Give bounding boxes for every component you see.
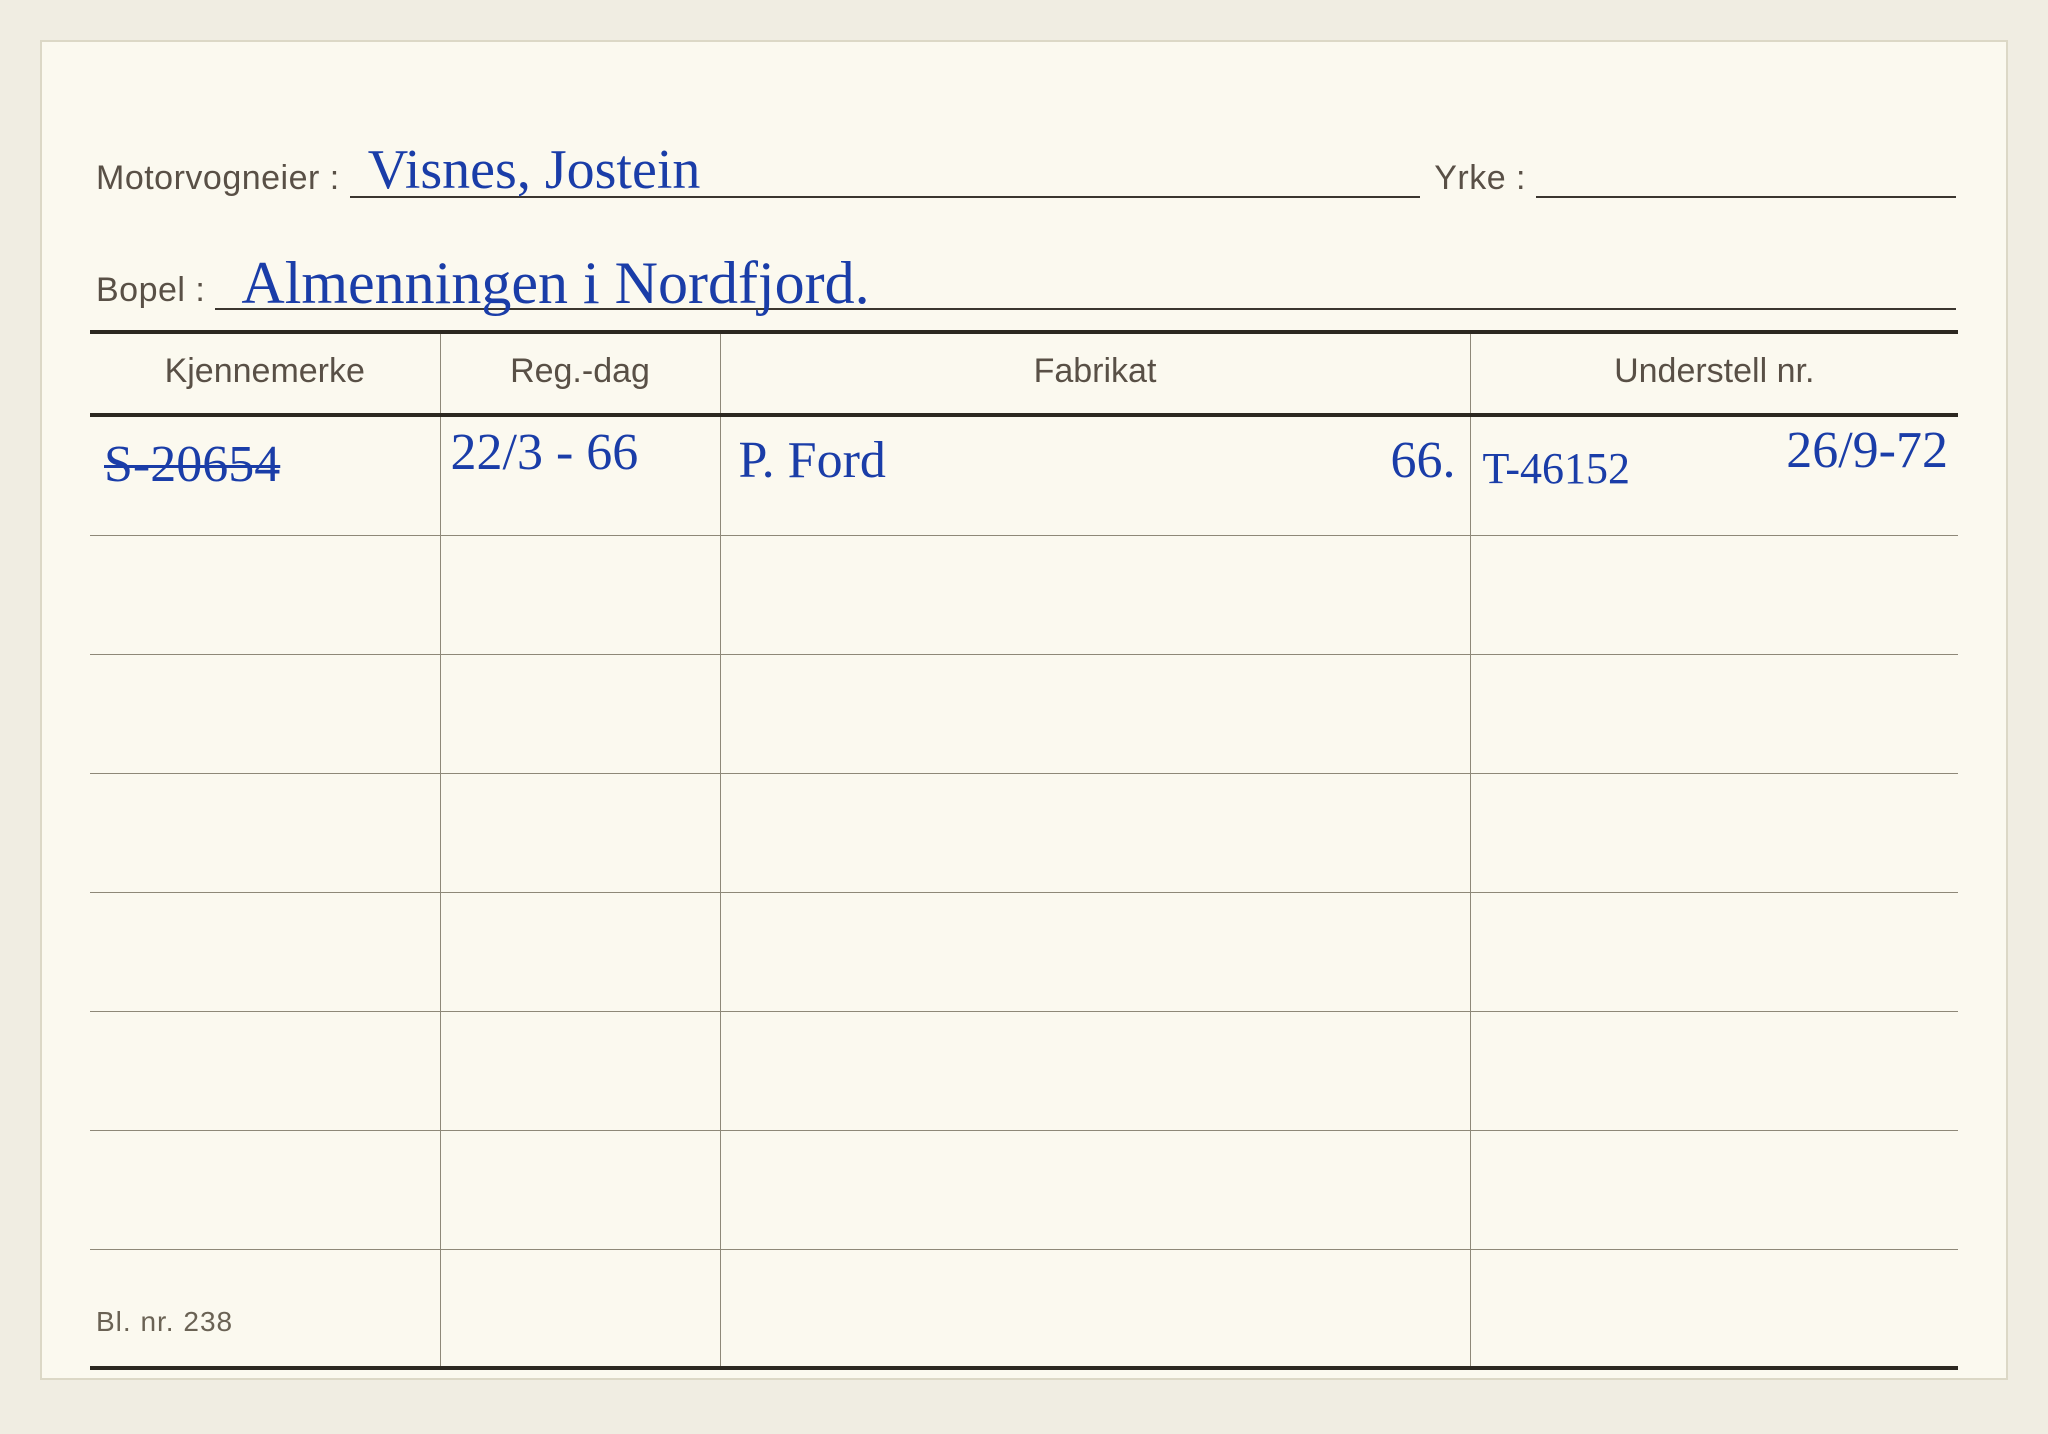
fabrikat-value: P. Ford [739,431,886,490]
residence-value: Almenningen i Nordfjord. [241,249,869,318]
table-cell [1470,1012,1958,1131]
table-row [90,1250,1958,1369]
table-cell: 22/3 - 66 [440,415,720,536]
table-cell [90,655,440,774]
col-fabrikat: Fabrikat [720,332,1470,415]
table-cell: P. Ford 66. [720,415,1470,536]
table-cell [720,655,1470,774]
table-cell [440,1012,720,1131]
table-cell [720,1250,1470,1369]
table-cell [1470,1250,1958,1369]
residence-row: Bopel : Almenningen i Nordfjord. [96,262,1956,310]
table-row: S-20654 22/3 - 66 P. Ford 66. T-46152 26/9-72 [90,415,1958,536]
vehicle-table: Kjennemerke Reg.-dag Fabrikat Understell… [90,330,1958,1368]
residence-underline: Almenningen i Nordfjord. [215,262,1956,310]
owner-underline: Visnes, Jostein [350,150,1420,198]
table-cell [720,774,1470,893]
understell-date: 26/9-72 [1786,421,1948,480]
fabrikat-year: 66. [1391,431,1456,490]
table-cell [90,536,440,655]
form-number: Bl. nr. 238 [96,1306,233,1338]
table-cell [1470,893,1958,1012]
table-cell [720,893,1470,1012]
col-reg-dag: Reg.-dag [440,332,720,415]
table-cell: T-46152 26/9-72 [1470,415,1958,536]
owner-value: Visnes, Jostein [368,138,701,202]
understell-value: T-46152 [1483,443,1631,494]
table-cell [90,1131,440,1250]
table-cell [90,1012,440,1131]
col-understell: Understell nr. [1470,332,1958,415]
table-row [90,536,1958,655]
owner-label: Motorvogneier : [96,159,340,198]
occupation-underline [1536,150,1956,198]
table-row [90,655,1958,774]
table-cell [440,1250,720,1369]
table-row [90,1012,1958,1131]
table-cell [1470,655,1958,774]
table-cell [1470,1131,1958,1250]
table-cell: S-20654 [90,415,440,536]
table-cell [1470,774,1958,893]
table-row [90,1131,1958,1250]
bottom-rule [90,1366,1958,1370]
table-cell [720,1131,1470,1250]
col-kjennemerke: Kjennemerke [90,332,440,415]
table-cell [720,1012,1470,1131]
occupation-label: Yrke : [1434,159,1526,198]
table-cell [440,655,720,774]
kjennemerke-value: S-20654 [104,435,280,494]
table-cell [440,1131,720,1250]
table-row [90,893,1958,1012]
owner-row: Motorvogneier : Visnes, Jostein Yrke : [96,150,1956,198]
residence-label: Bopel : [96,271,205,310]
table-cell [90,893,440,1012]
table-cell [440,774,720,893]
table-cell [1470,536,1958,655]
table-cell [720,536,1470,655]
table-cell [440,893,720,1012]
table-row [90,774,1958,893]
table-cell [90,774,440,893]
index-card: Motorvogneier : Visnes, Jostein Yrke : B… [40,40,2008,1380]
table-header-row: Kjennemerke Reg.-dag Fabrikat Understell… [90,332,1958,415]
reg-dag-value: 22/3 - 66 [451,423,639,482]
table-cell [440,536,720,655]
